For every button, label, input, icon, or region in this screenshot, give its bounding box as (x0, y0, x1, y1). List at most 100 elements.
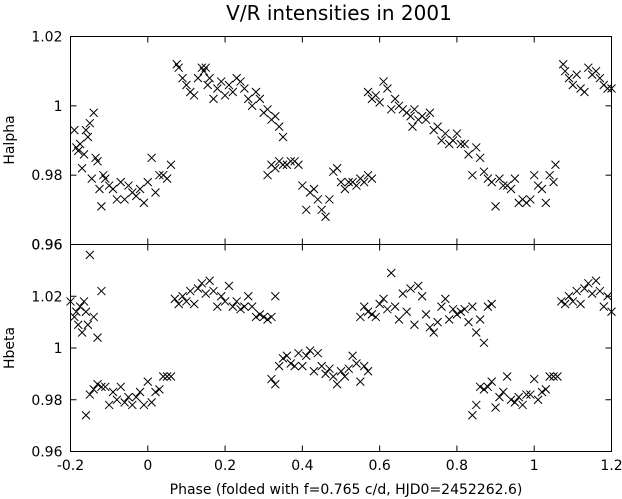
halpha-panel: 0.96 0.98 1 1.02 Halpha (2, 30, 616, 254)
hbeta-data-point (371, 312, 381, 322)
halpha-data-point (209, 94, 218, 104)
halpha-data-point (433, 122, 442, 131)
hbeta-data-point (580, 284, 589, 293)
hbeta-data-point (282, 351, 292, 361)
hbeta-data-point (560, 299, 570, 309)
halpha-data-point (83, 132, 93, 142)
halpha-data-point (595, 73, 605, 83)
hbeta-data-point (525, 390, 535, 399)
halpha-data-point (100, 174, 110, 183)
halpha-data-point (468, 170, 477, 180)
hbeta-data-point (522, 390, 531, 399)
hbeta-data-point (108, 387, 118, 397)
halpha-data-point (301, 205, 311, 215)
halpha-data-point (332, 163, 342, 173)
hbeta-data-point (79, 297, 89, 306)
hbeta-data-point (77, 328, 87, 337)
hbeta-data-point (274, 361, 284, 371)
hbeta-data-point (220, 297, 230, 306)
hbeta-data-point (216, 291, 226, 301)
x-tick-label: 0.4 (291, 458, 313, 474)
hbeta-y-tick-label: 0.96 (31, 445, 62, 461)
hbeta-data-point (209, 286, 218, 296)
hbeta-data-point (240, 302, 249, 311)
halpha-data-point (81, 125, 91, 135)
halpha-data-point (506, 184, 516, 194)
halpha-data-point (270, 111, 280, 121)
halpha-data-point (212, 84, 222, 93)
hbeta-data-point (309, 366, 319, 376)
halpha-data-point (205, 73, 214, 83)
hbeta-data-point (471, 328, 481, 337)
hbeta-y-tick-label: 1.02 (31, 289, 62, 305)
halpha-data-point (147, 153, 157, 163)
hbeta-data-point (97, 286, 106, 296)
hbeta-data-point (81, 307, 91, 317)
hbeta-data-point (162, 372, 172, 381)
halpha-data-point (344, 177, 354, 187)
hbeta-data-point (425, 322, 435, 332)
halpha-data-point (162, 174, 172, 183)
halpha-data-point (383, 84, 392, 93)
hbeta-data-point (116, 382, 126, 392)
halpha-data-point (270, 163, 280, 173)
hbeta-y-tick-label: 1 (54, 341, 63, 357)
hbeta-data-point (479, 385, 489, 394)
halpha-data-point (406, 111, 415, 121)
halpha-data-point (352, 181, 361, 190)
halpha-data-point (421, 115, 431, 125)
halpha-y-ticks: 0.96 0.98 1 1.02 (31, 30, 612, 254)
halpha-data-point (79, 150, 89, 159)
hbeta-data-point (460, 304, 470, 314)
halpha-data-point (85, 118, 95, 128)
hbeta-data-point (394, 315, 404, 324)
halpha-y-tick-label: 0.96 (31, 238, 62, 254)
hbeta-data-point (166, 372, 176, 381)
halpha-data-point (124, 181, 133, 190)
halpha-data-point (247, 101, 257, 111)
hbeta-data-point (270, 291, 280, 301)
halpha-data-point (371, 91, 381, 100)
hbeta-data-point (332, 379, 342, 389)
halpha-data-point (89, 108, 99, 118)
halpha-data-point (251, 87, 261, 97)
hbeta-data-point (487, 377, 497, 386)
halpha-data-point (151, 188, 160, 197)
x-axis-ticks: -0.2 0 0.2 0.4 0.6 0.8 1 1.2 (57, 36, 622, 474)
halpha-data-point (336, 177, 346, 187)
halpha-data-point (228, 87, 238, 97)
hbeta-data-point (155, 385, 164, 394)
hbeta-data-point (556, 297, 566, 306)
halpha-data-point (298, 181, 307, 190)
halpha-data-point (77, 163, 87, 173)
hbeta-data-point (259, 312, 269, 322)
halpha-data-point (460, 139, 470, 149)
hbeta-data-point (85, 390, 95, 399)
hbeta-data-point (417, 291, 427, 301)
hbeta-data-point (468, 302, 477, 311)
hbeta-data-point (572, 286, 582, 296)
hbeta-data-point (70, 312, 79, 322)
hbeta-data-point (71, 307, 81, 317)
hbeta-data-point (89, 312, 99, 322)
hbeta-data-point (448, 304, 458, 314)
halpha-data-point (440, 129, 450, 138)
halpha-data-point (572, 70, 582, 79)
x-tick-label: 0.6 (369, 458, 391, 474)
hbeta-data-point (247, 302, 257, 311)
hbeta-data-point (313, 348, 323, 358)
hbeta-data-point (267, 312, 276, 322)
hbeta-data-point (255, 310, 265, 319)
halpha-data-point (274, 122, 284, 131)
hbeta-data-point (124, 392, 133, 402)
x-tick-label: 0 (143, 458, 152, 474)
halpha-data-point (583, 63, 593, 73)
halpha-data-point (375, 98, 384, 107)
halpha-data-point (166, 160, 176, 170)
hbeta-data-point (483, 302, 493, 311)
hbeta-data-point (197, 278, 207, 288)
hbeta-data-point (355, 377, 365, 386)
halpha-points (70, 59, 616, 222)
hbeta-data-point (185, 286, 195, 296)
halpha-data-point (558, 59, 568, 69)
